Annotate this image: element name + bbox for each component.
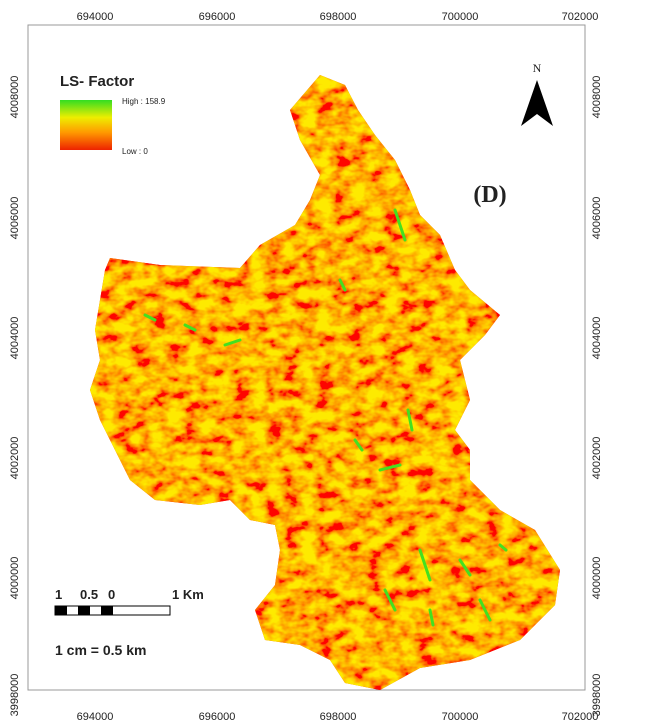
x-coordinate-top: 698000 (320, 11, 357, 23)
y-coordinate-left: 4006000 (9, 197, 21, 240)
scale-label: 1 (55, 587, 62, 602)
x-coordinate-top: 702000 (562, 11, 599, 23)
scale-label: 0.5 (80, 587, 98, 602)
x-coordinate-top: 700000 (442, 11, 479, 23)
scale-label: 1 Km (172, 587, 204, 602)
x-coordinate-bottom: 694000 (77, 711, 114, 723)
map-figure: LS- Factor High : 158.9 Low : 0 N (D) 1 0… (0, 0, 652, 723)
panel-label: (D) (473, 182, 506, 208)
y-coordinate-left: 3998000 (9, 674, 21, 717)
x-coordinate-bottom: 698000 (320, 711, 357, 723)
x-coordinate-top: 696000 (199, 11, 236, 23)
y-coordinate-right: 4004000 (591, 317, 603, 360)
y-coordinate-right: 3998000 (591, 674, 603, 717)
legend-ramp (60, 100, 112, 150)
y-coordinate-right: 4006000 (591, 197, 603, 240)
y-coordinate-right: 4002000 (591, 437, 603, 480)
legend-low: Low : 0 (122, 147, 148, 156)
legend-high: High : 158.9 (122, 97, 166, 106)
y-coordinate-left: 4002000 (9, 437, 21, 480)
x-coordinate-bottom: 700000 (442, 711, 479, 723)
scale-ratio: 1 cm = 0.5 km (55, 642, 146, 658)
y-coordinate-left: 4008000 (9, 76, 21, 119)
y-coordinate-left: 4000000 (9, 557, 21, 600)
y-coordinate-left: 4004000 (9, 317, 21, 360)
x-coordinate-top: 694000 (77, 11, 114, 23)
x-coordinate-bottom: 696000 (199, 711, 236, 723)
scale-bar (55, 606, 170, 615)
scale-label: 0 (108, 587, 115, 602)
legend-title: LS- Factor (60, 73, 134, 90)
north-label: N (533, 61, 542, 75)
y-coordinate-right: 4008000 (591, 76, 603, 119)
y-coordinate-right: 4000000 (591, 557, 603, 600)
